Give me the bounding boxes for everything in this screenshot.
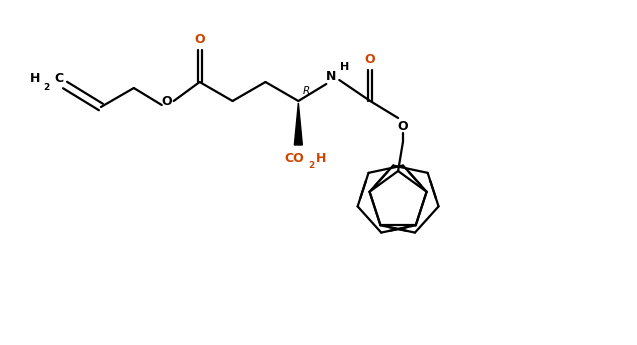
- Text: 2: 2: [43, 82, 50, 91]
- Text: H: H: [30, 71, 40, 85]
- Text: O: O: [365, 53, 375, 66]
- Text: R: R: [303, 86, 310, 96]
- Text: CO: CO: [285, 151, 304, 165]
- Text: H: H: [316, 151, 327, 165]
- Text: O: O: [194, 33, 205, 46]
- Text: C: C: [54, 71, 64, 85]
- Text: N: N: [326, 69, 336, 82]
- Text: H: H: [340, 62, 349, 72]
- Text: 2: 2: [308, 160, 315, 169]
- Polygon shape: [294, 103, 303, 145]
- Text: O: O: [161, 95, 172, 108]
- Text: O: O: [397, 119, 408, 132]
